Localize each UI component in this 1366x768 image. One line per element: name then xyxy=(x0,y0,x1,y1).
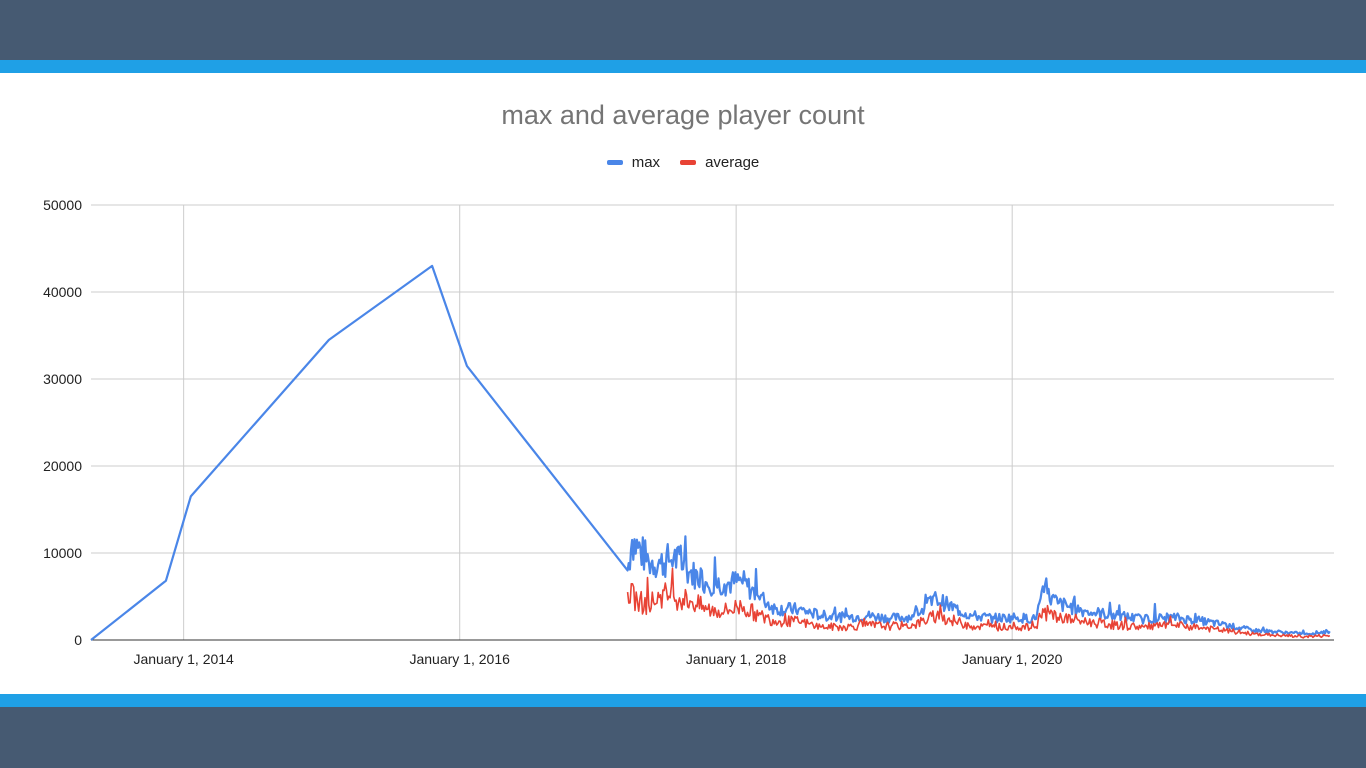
series-line-max xyxy=(90,264,1331,641)
x-tick-label: January 1, 2016 xyxy=(409,651,510,667)
bottom-accent-stripe xyxy=(0,694,1366,707)
y-tick-label: 50000 xyxy=(43,197,82,213)
top-header-band xyxy=(0,0,1366,60)
chart-legend: max average xyxy=(0,154,1366,171)
legend-item-average: average xyxy=(680,154,759,171)
chart-panel xyxy=(0,73,1366,694)
y-tick-label: 0 xyxy=(74,632,82,648)
y-tick-label: 40000 xyxy=(43,284,82,300)
series-line-average xyxy=(626,567,1331,639)
legend-label-max: max xyxy=(631,154,661,171)
y-tick-label: 20000 xyxy=(43,458,82,474)
x-tick-label: January 1, 2014 xyxy=(133,651,234,667)
x-tick-label: January 1, 2018 xyxy=(686,651,787,667)
bottom-footer-band xyxy=(0,707,1366,768)
legend-swatch-max xyxy=(606,160,623,165)
legend-label-average: average xyxy=(705,154,760,171)
x-tick-label: January 1, 2020 xyxy=(962,651,1063,667)
y-tick-label: 30000 xyxy=(43,371,82,387)
legend-item-max: max xyxy=(606,154,661,171)
top-accent-stripe xyxy=(0,60,1366,73)
chart-title: max and average player count xyxy=(501,100,865,130)
y-tick-label: 10000 xyxy=(43,545,82,561)
legend-swatch-average xyxy=(680,160,697,165)
